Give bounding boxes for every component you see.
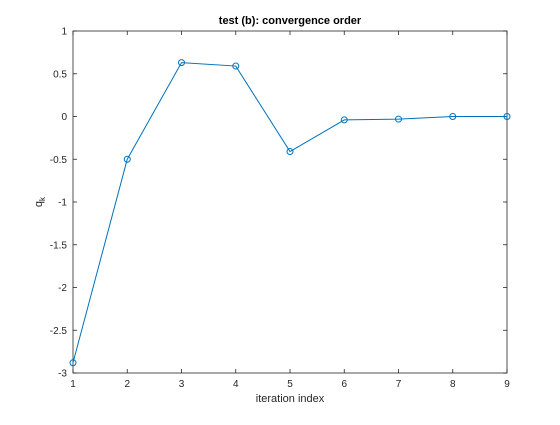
data-point <box>69 359 77 367</box>
x-tick-label: 6 <box>341 379 347 390</box>
series-layer <box>69 59 511 367</box>
data-point <box>232 62 240 70</box>
chart-title: test (b): convergence order <box>219 15 362 27</box>
y-tick-label: -1.5 <box>50 240 68 251</box>
y-tick-label: 0.5 <box>53 69 67 80</box>
x-tick-label: 2 <box>124 379 130 390</box>
y-tick-label: 1 <box>61 27 67 38</box>
y-tick-label: -1 <box>58 198 67 209</box>
axes-box <box>72 30 508 374</box>
x-axis-ticks: 1 2 3 4 5 6 7 8 9 <box>70 31 510 390</box>
series-line <box>72 62 507 363</box>
data-point <box>449 113 457 120</box>
x-tick-label: 8 <box>450 379 456 390</box>
x-tick-label: 1 <box>70 379 76 390</box>
data-point <box>395 115 402 123</box>
x-tick-label: 4 <box>233 379 239 390</box>
y-axis-ticks: -3 -2.5 -2 -1.5 -1 -0.5 0 0.5 1 <box>50 27 507 380</box>
y-tick-label: -2 <box>58 283 67 294</box>
data-point <box>123 155 131 163</box>
y-tick-label: -3 <box>58 369 67 380</box>
x-tick-label: 3 <box>179 379 185 390</box>
data-point <box>503 113 511 120</box>
y-axis-label: qk <box>33 196 47 207</box>
x-axis-label: iteration index <box>256 393 325 405</box>
data-point <box>178 59 185 67</box>
y-axis-label-main: q <box>33 201 45 207</box>
data-point <box>340 116 348 124</box>
data-point <box>286 148 294 156</box>
x-tick-label: 7 <box>396 379 402 390</box>
y-tick-label: 0 <box>61 112 67 123</box>
x-tick-label: 9 <box>504 379 510 390</box>
y-tick-label: -2.5 <box>50 326 68 337</box>
y-tick-label: -0.5 <box>50 155 68 166</box>
y-axis-label-subscript: k <box>38 196 47 201</box>
x-tick-label: 5 <box>287 379 293 390</box>
